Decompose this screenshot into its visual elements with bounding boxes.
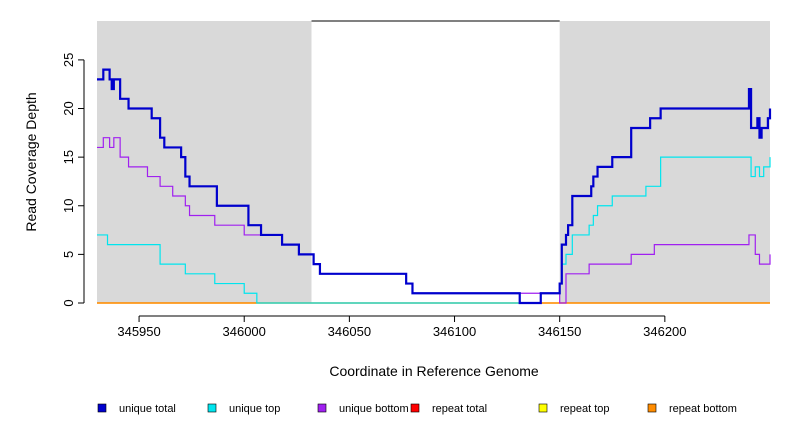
y-tick-label: 15	[61, 150, 76, 164]
legend-swatch-repeat-total	[410, 403, 420, 413]
legend-label-repeat-total: repeat total	[432, 403, 487, 415]
legend-label-repeat-top: repeat top	[560, 403, 610, 415]
y-tick-label: 0	[61, 299, 76, 306]
x-tick-label: 346150	[538, 324, 581, 339]
y-tick-label: 20	[61, 101, 76, 115]
legend: unique total unique top unique bottom repea…	[97, 403, 737, 415]
x-tick-label: 346200	[643, 324, 686, 339]
legend-label-unique-total: unique total	[119, 403, 176, 415]
legend-label-unique-bottom: unique bottom	[339, 403, 409, 415]
x-tick-label: 346100	[433, 324, 476, 339]
x-tick-label: 345950	[117, 324, 160, 339]
legend-label-unique-top: unique top	[229, 403, 280, 415]
legend-swatch-repeat-top	[538, 403, 548, 413]
legend-swatch-unique-bottom	[317, 403, 327, 413]
y-tick-label: 10	[61, 199, 76, 213]
x-tick-label: 346050	[328, 324, 371, 339]
shaded-region-1	[97, 21, 312, 303]
legend-label-repeat-bottom: repeat bottom	[669, 403, 737, 415]
legend-swatch-unique-top	[207, 403, 217, 413]
series-line-unique-total	[97, 68, 772, 305]
x-axis-title: Coordinate in Reference Genome	[329, 363, 539, 379]
series-line-unique-top	[97, 156, 771, 304]
y-axis-title: Read Coverage Depth	[23, 92, 39, 231]
axes-layer: 345950 346000 346050 346100 346150 346200 0 5 10…	[61, 53, 687, 339]
x-tick-label: 346000	[223, 324, 266, 339]
y-tick-label: 5	[61, 251, 76, 258]
y-tick-label: 25	[61, 53, 76, 67]
legend-swatch-repeat-bottom	[647, 403, 657, 413]
shaded-region-layer	[97, 20, 770, 303]
legend-swatch-unique-total	[97, 403, 107, 413]
series-layer	[97, 68, 772, 305]
shaded-region-2	[559, 21, 770, 303]
